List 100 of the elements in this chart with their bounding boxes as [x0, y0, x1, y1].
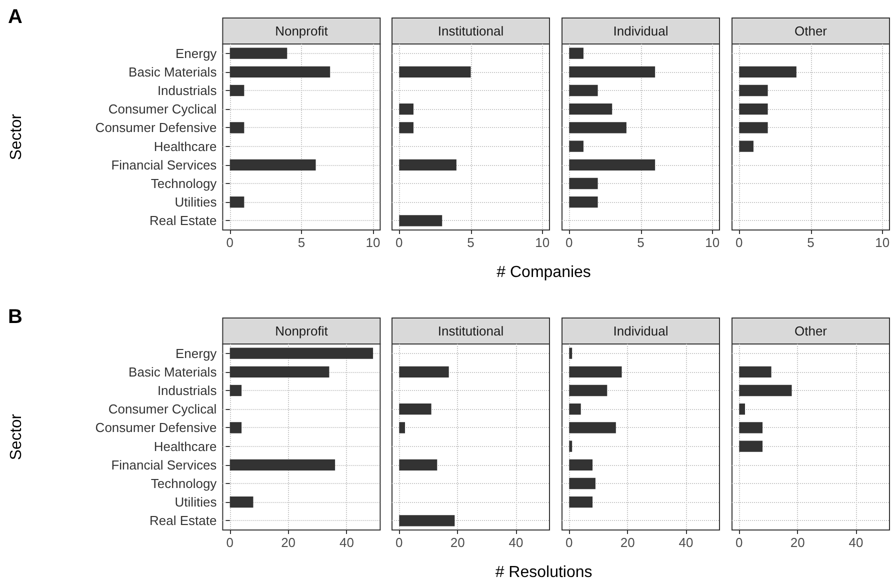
bar [230, 84, 244, 96]
x-axis-title: # Companies [496, 264, 591, 282]
bar [399, 66, 472, 78]
chart-title: Individual [612, 324, 668, 338]
bar [568, 422, 616, 434]
bar [568, 366, 622, 378]
bar [738, 384, 792, 396]
bar [230, 48, 288, 59]
x-tick-label: 0 [735, 535, 742, 550]
bar [568, 384, 607, 396]
y-tick-label: Consumer Cyclical [108, 402, 217, 417]
bar [568, 140, 584, 152]
y-tick-label: Energy [175, 46, 218, 61]
y-tick-label: Healthcare [154, 438, 217, 454]
bar [738, 440, 762, 452]
x-tick-label: 0 [226, 235, 234, 250]
bar [230, 122, 244, 134]
bar [399, 215, 442, 226]
x-tick-label: 10 [874, 235, 890, 250]
y-tick-label: Financial Services [111, 457, 218, 472]
bar [568, 122, 626, 134]
x-tick-label: 20 [281, 535, 296, 550]
y-tick-label: Energy [175, 346, 218, 361]
bar [738, 122, 768, 134]
text: A [8, 6, 22, 29]
bar [738, 422, 762, 434]
y-tick-label: Consumer Defensive [95, 120, 217, 136]
bar [230, 496, 254, 508]
bar [738, 140, 754, 152]
x-tick-label: 20 [450, 535, 466, 550]
y-tick-label: Healthcare [154, 138, 217, 154]
bar [568, 196, 598, 208]
y-tick-label: Utilities [174, 194, 218, 210]
y-tick-label: Consumer Defensive [95, 420, 217, 436]
bar [568, 440, 572, 452]
y-tick-label: Industrials [157, 383, 218, 398]
bar [568, 48, 584, 59]
bar [230, 366, 330, 378]
chart-title: Institutional [438, 24, 504, 38]
x-axis-title: # Resolutions [495, 564, 592, 582]
chart-title: Other [794, 24, 828, 38]
chart-title: Nonprofit [275, 24, 328, 38]
x-tick-label: 5 [467, 235, 475, 250]
y-axis-title: Sector [8, 113, 26, 160]
bar [230, 384, 242, 396]
chart-title: Institutional [438, 324, 504, 338]
x-tick-label: 0 [565, 235, 572, 250]
bar [568, 478, 596, 490]
x-tick-label: 5 [298, 235, 306, 250]
y-tick-label: Real Estate [149, 513, 217, 528]
bar [399, 422, 406, 434]
x-tick-label: 0 [735, 235, 742, 250]
x-tick-label: 0 [396, 235, 404, 250]
x-tick-label: 0 [226, 535, 234, 550]
x-tick-label: 0 [565, 535, 572, 550]
y-tick-label: Real Estate [149, 213, 217, 228]
bar [399, 404, 432, 415]
bar [568, 348, 572, 359]
bar [399, 122, 414, 134]
x-tick-label: 0 [396, 535, 404, 550]
bar [399, 459, 438, 470]
y-tick-label: Basic Materials [128, 364, 218, 380]
x-tick-label: 20 [790, 535, 805, 550]
text: B [8, 306, 22, 329]
x-tick-label: 20 [620, 535, 635, 550]
bar [230, 159, 316, 170]
x-tick-label: 10 [366, 235, 380, 250]
bar [568, 66, 655, 78]
chart-title: Nonprofit [275, 324, 328, 338]
bar [568, 104, 612, 115]
x-tick-label: 10 [535, 235, 550, 250]
bar [399, 104, 414, 115]
x-tick-label: 10 [704, 235, 720, 250]
bar [738, 84, 768, 96]
bar [399, 366, 450, 378]
bar [568, 159, 655, 170]
bar [738, 66, 796, 78]
bar [738, 366, 771, 378]
bar [568, 459, 592, 470]
bar [738, 104, 768, 115]
x-tick-label: 40 [848, 535, 863, 550]
bar [399, 515, 455, 526]
bar [568, 496, 592, 508]
x-tick-label: 5 [636, 235, 644, 250]
y-tick-label: Consumer Cyclical [108, 102, 217, 117]
y-tick-label: Industrials [157, 83, 218, 98]
bar [230, 422, 242, 434]
x-tick-label: 40 [509, 535, 524, 550]
x-tick-label: 40 [340, 535, 354, 550]
y-tick-label: Technology [150, 176, 218, 191]
bar [230, 348, 374, 359]
bar [399, 159, 457, 170]
x-tick-label: 40 [678, 535, 693, 550]
y-tick-label: Basic Materials [128, 64, 218, 80]
bar [568, 84, 598, 96]
chart-title: Other [794, 324, 828, 338]
bar [568, 404, 581, 415]
bar [568, 178, 598, 190]
bar [230, 459, 336, 470]
y-tick-label: Technology [150, 476, 218, 491]
